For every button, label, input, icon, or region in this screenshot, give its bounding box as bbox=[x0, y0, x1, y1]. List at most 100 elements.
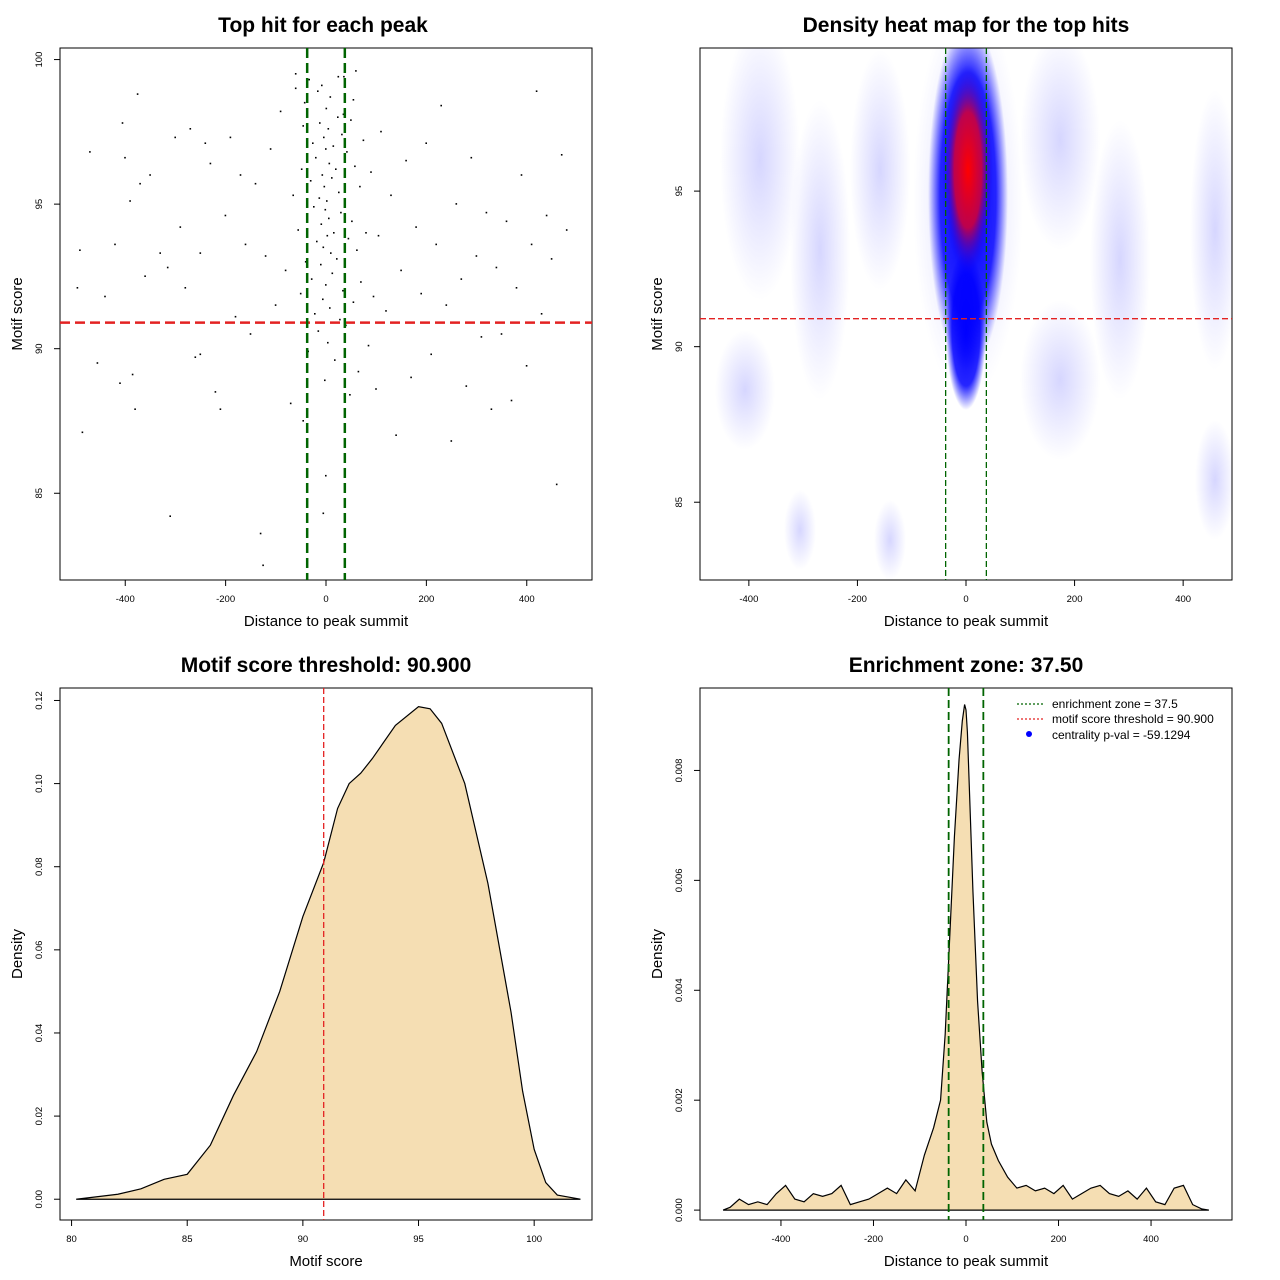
scatter-y-axis: 85 90 95 100 bbox=[34, 52, 60, 499]
heatmap-x-label: Distance to peak summit bbox=[884, 613, 1049, 630]
scatter-point bbox=[313, 206, 315, 208]
scatter-point bbox=[362, 139, 365, 142]
score-density-curve bbox=[76, 706, 581, 1200]
scatter-point bbox=[229, 136, 232, 139]
distance-density-title: Enrichment zone: 37.50 bbox=[849, 654, 1084, 677]
scatter-point bbox=[500, 333, 503, 335]
x-tick-label: 80 bbox=[66, 1234, 77, 1245]
scatter-point bbox=[321, 174, 324, 176]
scatter-point bbox=[420, 292, 422, 295]
y-tick-label: 95 bbox=[34, 199, 45, 210]
scatter-point bbox=[352, 99, 355, 101]
x-tick-label: 0 bbox=[963, 594, 968, 605]
scatter-point bbox=[279, 110, 282, 113]
x-tick-label: -400 bbox=[116, 594, 135, 605]
scatter-point bbox=[136, 93, 139, 95]
scatter-point bbox=[359, 185, 361, 188]
scatter-point bbox=[318, 197, 321, 199]
y-tick-label: 0.002 bbox=[674, 1088, 685, 1112]
y-tick-label: 100 bbox=[34, 52, 45, 68]
scatter-point bbox=[338, 191, 340, 194]
legend-zone-label: enrichment zone = 37.5 bbox=[1052, 697, 1178, 711]
scatter-point bbox=[367, 344, 370, 347]
scatter-point bbox=[440, 104, 442, 107]
scatter-point bbox=[134, 408, 136, 410]
scatter-point bbox=[351, 220, 353, 223]
distance-density-reference-lines bbox=[947, 688, 985, 1220]
y-tick-label: 0.12 bbox=[34, 691, 45, 710]
scatter-point bbox=[204, 142, 207, 144]
scatter-point bbox=[310, 278, 313, 280]
x-tick-label: 200 bbox=[1051, 1234, 1067, 1245]
scatter-point bbox=[337, 75, 340, 78]
scatter-points bbox=[76, 70, 568, 567]
scatter-point bbox=[234, 315, 237, 318]
scatter-point bbox=[400, 269, 402, 272]
scatter-point bbox=[325, 284, 327, 286]
scatter-point bbox=[555, 483, 558, 486]
scatter-point bbox=[342, 113, 345, 116]
scatter-point bbox=[292, 194, 294, 197]
x-tick-label: -400 bbox=[771, 1234, 790, 1245]
scatter-point bbox=[174, 136, 176, 139]
scatter-point bbox=[184, 287, 187, 289]
scatter-point bbox=[244, 243, 247, 246]
scatter-point bbox=[81, 431, 84, 434]
scatter-point bbox=[360, 281, 362, 283]
scatter-point bbox=[302, 420, 304, 422]
scatter-point bbox=[375, 388, 377, 390]
distance-density-y-axis: 0.000 0.002 0.004 0.006 0.008 bbox=[674, 759, 700, 1222]
scatter-point bbox=[380, 130, 382, 133]
scatter-point bbox=[510, 399, 513, 402]
scatter-point bbox=[294, 87, 297, 90]
scatter-point bbox=[339, 318, 341, 321]
y-tick-label: 0.008 bbox=[674, 759, 685, 783]
scatter-point bbox=[299, 292, 302, 295]
scatter-point bbox=[565, 229, 568, 231]
scatter-point bbox=[346, 151, 348, 153]
scatter-point bbox=[149, 174, 151, 176]
scatter-point bbox=[89, 151, 91, 153]
heatmap-title: Density heat map for the top hits bbox=[803, 14, 1130, 37]
scatter-point bbox=[405, 159, 407, 162]
scatter-point bbox=[328, 162, 331, 165]
scatter-point bbox=[169, 515, 171, 517]
scatter-point bbox=[410, 376, 412, 379]
scatter-point bbox=[324, 208, 327, 211]
scatter-point bbox=[341, 133, 343, 136]
scatter-point bbox=[166, 266, 169, 269]
scatter-point bbox=[327, 128, 330, 130]
y-tick-label: 0.000 bbox=[674, 1198, 685, 1222]
x-tick-label: 400 bbox=[1175, 594, 1191, 605]
scatter-point bbox=[129, 200, 131, 202]
scatter-point bbox=[262, 564, 264, 567]
panel-scatter: Top hit for each peak -400 -200 0 200 400 85… bbox=[9, 14, 593, 630]
x-tick-label: -400 bbox=[739, 594, 758, 605]
scatter-point bbox=[550, 258, 553, 260]
scatter-point bbox=[124, 156, 126, 159]
scatter-point bbox=[545, 214, 548, 217]
scatter-point bbox=[302, 125, 304, 127]
y-tick-label: 0.10 bbox=[34, 774, 45, 793]
scatter-point bbox=[289, 402, 292, 405]
y-tick-label: 95 bbox=[674, 186, 685, 197]
x-tick-label: 200 bbox=[1067, 594, 1083, 605]
heatmap-reference-lines bbox=[700, 48, 1232, 580]
scatter-point bbox=[460, 278, 463, 280]
y-tick-label: 85 bbox=[674, 497, 685, 508]
y-tick-label: 0.006 bbox=[674, 868, 685, 892]
panel-heatmap: Density heat map for the top hits -400 -2… bbox=[649, 14, 1233, 630]
y-tick-label: 0.02 bbox=[34, 1107, 45, 1126]
scatter-point bbox=[357, 370, 360, 373]
scatter-point bbox=[425, 142, 427, 144]
scatter-point bbox=[214, 391, 217, 393]
scatter-point bbox=[315, 156, 317, 159]
scatter-point bbox=[465, 385, 468, 387]
scatter-point bbox=[430, 353, 432, 356]
scatter-point bbox=[332, 145, 335, 147]
heatmap-y-axis: 85 90 95 bbox=[674, 186, 700, 508]
scatter-point bbox=[333, 232, 335, 234]
scatter-point bbox=[475, 255, 478, 257]
heatmap-x-axis: -400 -200 0 200 400 bbox=[739, 580, 1191, 605]
scatter-point bbox=[326, 234, 329, 237]
